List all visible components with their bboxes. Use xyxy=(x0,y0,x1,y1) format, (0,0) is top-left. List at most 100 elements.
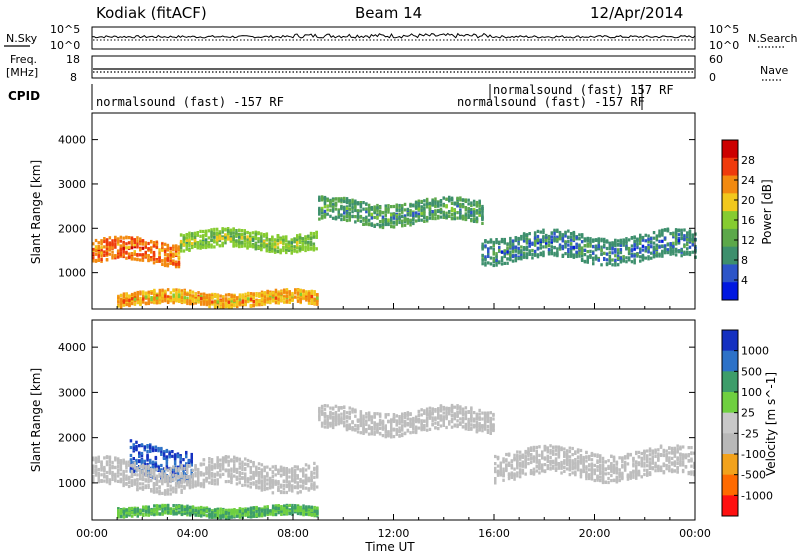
velocity-cell xyxy=(291,469,294,473)
velocity-cell xyxy=(132,457,135,461)
power-cell xyxy=(188,241,191,245)
velocity-cell xyxy=(263,466,266,470)
power-cell xyxy=(177,293,181,297)
velocity-cell xyxy=(494,468,497,472)
nsky-label: N.Sky xyxy=(6,32,38,45)
velocity-cell xyxy=(244,467,247,471)
velocity-cell xyxy=(244,472,247,476)
velocity-cell xyxy=(354,428,357,432)
power-cell xyxy=(119,239,123,243)
power-cell xyxy=(556,235,559,239)
power-cell xyxy=(226,235,230,239)
power-cell xyxy=(481,204,484,209)
power-cell xyxy=(509,236,512,241)
power-cell xyxy=(608,259,612,263)
power-cell xyxy=(210,228,213,232)
power-cell xyxy=(594,257,598,261)
velocity-cell xyxy=(255,465,258,469)
velocity-cell xyxy=(274,467,277,471)
velocity-cell xyxy=(146,449,149,453)
power-cell xyxy=(282,235,285,239)
velocity-cell xyxy=(302,484,305,488)
power-cell xyxy=(285,235,288,239)
power-cell xyxy=(536,234,540,239)
velocity-cell xyxy=(92,470,95,474)
power-cell xyxy=(603,240,606,244)
velocity-cell xyxy=(114,456,117,460)
velocity-cell xyxy=(376,426,379,430)
power-cell xyxy=(296,292,300,296)
velocity-cell xyxy=(157,466,160,470)
power-cell xyxy=(287,246,291,250)
power-cell xyxy=(310,294,314,299)
power-cell xyxy=(630,260,634,264)
velocity-cell xyxy=(406,413,410,417)
power-cell xyxy=(240,240,244,244)
power-cell xyxy=(92,247,95,252)
velocity-cell xyxy=(285,480,288,484)
velocity-cell xyxy=(398,415,401,419)
velocity-cell xyxy=(141,477,145,481)
power-cell xyxy=(578,233,581,237)
power-cell xyxy=(285,245,288,249)
power-cell xyxy=(202,229,205,234)
power-cell xyxy=(677,233,681,237)
power-cell xyxy=(189,300,192,304)
velocity-cell xyxy=(507,477,511,481)
power-cell xyxy=(185,233,188,237)
power-cell xyxy=(608,255,612,259)
velocity-cell xyxy=(165,462,169,466)
power-cell xyxy=(142,300,145,304)
power-cell xyxy=(661,251,664,255)
power-cell xyxy=(381,222,385,226)
velocity-cell xyxy=(116,479,120,483)
power-cell xyxy=(163,257,167,261)
velocity-cell xyxy=(453,424,456,428)
power-cell xyxy=(226,237,230,241)
power-cell xyxy=(384,204,387,208)
power-cell xyxy=(186,301,189,306)
velocity-cell xyxy=(505,452,508,457)
power-cell xyxy=(150,250,153,254)
power-cell xyxy=(633,258,636,262)
power-cell xyxy=(594,248,598,252)
power-cell xyxy=(150,291,153,295)
power-cell xyxy=(608,261,612,265)
power-cell xyxy=(210,243,213,247)
velocity-cell xyxy=(329,414,332,418)
velocity-cell xyxy=(351,408,354,412)
power-cell xyxy=(381,218,385,222)
velocity-cell xyxy=(417,420,421,424)
velocity-cell xyxy=(437,416,440,420)
power-cell xyxy=(105,247,109,251)
velocity-cell xyxy=(161,491,164,495)
power-cell xyxy=(625,247,628,251)
velocity-cell xyxy=(384,425,387,429)
velocity-cell xyxy=(149,461,152,465)
velocity-cell xyxy=(260,463,264,467)
power-cell xyxy=(290,243,293,247)
power-cell xyxy=(152,261,156,265)
freq-strip-frame xyxy=(91,55,696,79)
power-cell xyxy=(249,233,252,237)
power-cell xyxy=(522,234,526,238)
velocity-cell xyxy=(252,471,255,475)
power-cell xyxy=(636,241,639,245)
power-cell xyxy=(586,260,589,264)
velocity-cell xyxy=(331,418,335,422)
power-cell xyxy=(108,243,112,247)
velocity-cell xyxy=(216,459,219,463)
power-cell xyxy=(600,245,603,249)
velocity-cell xyxy=(483,427,487,431)
velocity-cell xyxy=(119,479,123,483)
power-cell xyxy=(514,259,518,263)
velocity-cell xyxy=(434,426,437,430)
power-cell xyxy=(269,293,272,297)
velocity-cell xyxy=(288,468,291,472)
power-cell xyxy=(370,212,374,216)
velocity-cell xyxy=(489,411,492,415)
power-cell xyxy=(619,260,623,264)
power-cell xyxy=(390,205,393,209)
velocity-cell xyxy=(456,405,459,409)
power-cell xyxy=(663,248,667,252)
